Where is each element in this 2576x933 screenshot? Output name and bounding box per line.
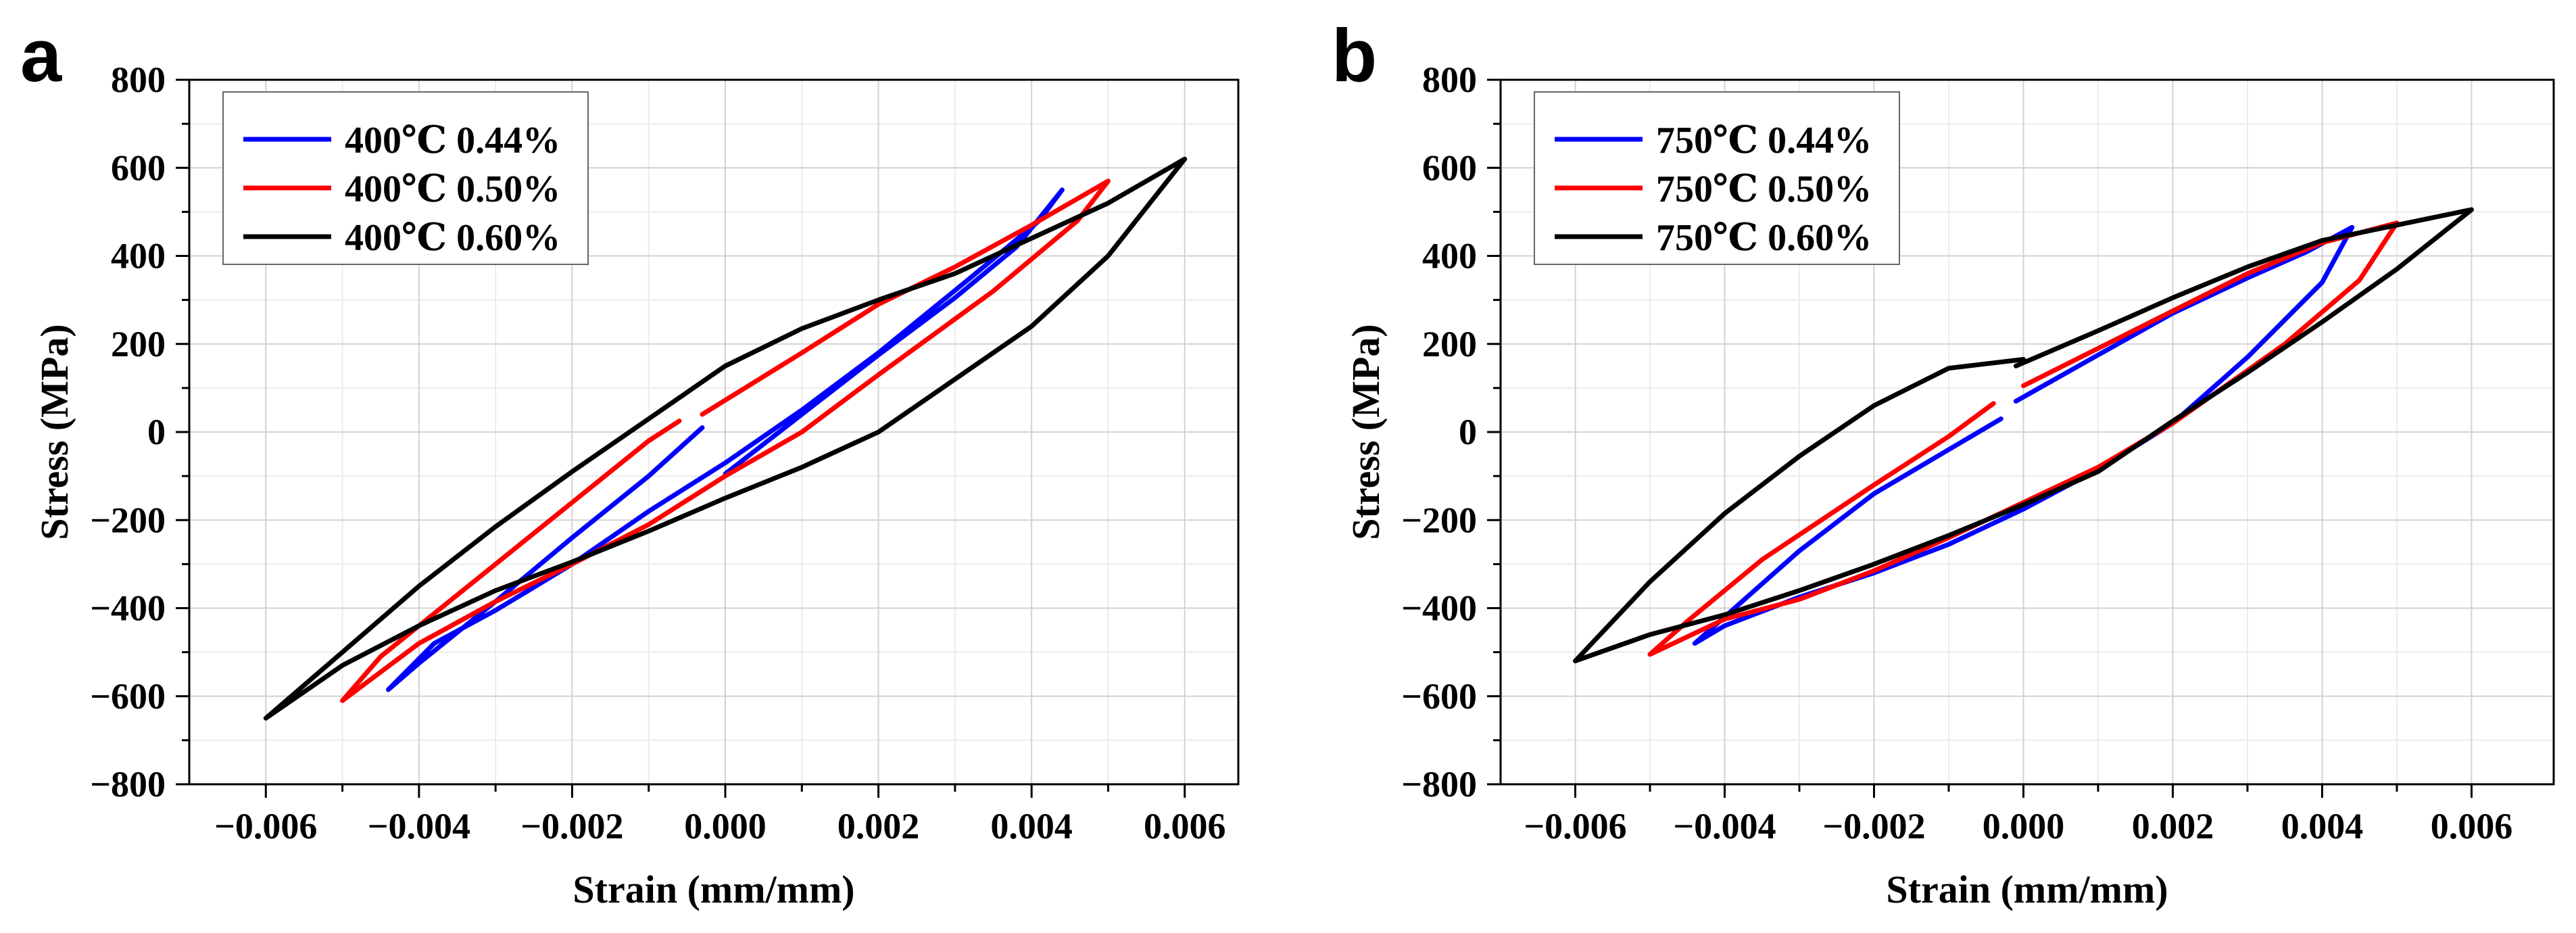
legend: 750℃ 0.44% 750℃ 0.50% 750℃ 0.60% xyxy=(1534,91,1900,265)
legend-label: 400℃ 0.60% xyxy=(345,217,560,259)
x-tick-label: 0.004 xyxy=(2281,806,2364,846)
chart-panel-a: a −800 −600 −400 −200 0 200 400 600 800 −0.006 −0.0… xyxy=(0,0,1284,933)
y-tick-label: −600 xyxy=(1401,676,1477,717)
panel-label: b xyxy=(1332,14,1377,97)
series-line-3 xyxy=(263,156,1188,721)
y-tick-label: −200 xyxy=(90,500,166,540)
y-tick-label: 600 xyxy=(1422,147,1477,188)
x-tick-label: −0.004 xyxy=(1673,806,1776,846)
series-line-1 xyxy=(1692,224,2355,646)
x-tick-label: −0.004 xyxy=(368,806,470,846)
y-tick-label: 600 xyxy=(111,147,166,188)
y-tick-label: 400 xyxy=(111,236,166,277)
x-tick-label: −0.002 xyxy=(1822,806,1925,846)
y-tick-label: 800 xyxy=(1422,59,1477,100)
y-axis: −800 −600 −400 −200 0 200 400 600 800 xyxy=(90,59,189,805)
y-tick-label: 200 xyxy=(111,324,166,364)
x-tick-label: 0.000 xyxy=(684,806,767,846)
x-axis-title: Strain (mm/mm) xyxy=(1886,867,2168,911)
y-axis: −800 −600 −400 −200 0 200 400 600 800 xyxy=(1401,59,1501,805)
y-tick-label: 0 xyxy=(1459,412,1477,452)
y-tick-label: 400 xyxy=(1422,236,1477,277)
chart-panel-b: b −800 −600 −400 −200 0 200 400 600 800 −0.006 −0.0… xyxy=(1311,0,2576,933)
y-axis-title: Stress (MPa) xyxy=(32,324,76,540)
y-tick-label: 0 xyxy=(147,412,166,452)
series-line-2 xyxy=(340,178,1111,703)
x-axis: −0.006 −0.004 −0.002 0.000 0.002 0.004 0.006 xyxy=(214,784,1225,846)
y-tick-label: −800 xyxy=(1401,764,1477,805)
x-tick-label: 0.002 xyxy=(837,806,920,846)
legend-label: 400℃ 0.50% xyxy=(345,168,560,210)
y-tick-label: −600 xyxy=(90,676,166,717)
y-tick-label: −400 xyxy=(90,588,166,629)
x-tick-label: 0.002 xyxy=(2132,806,2214,846)
legend: 400℃ 0.44% 400℃ 0.50% 400℃ 0.60% xyxy=(222,91,589,265)
y-axis-title: Stress (MPa) xyxy=(1344,324,1388,540)
x-axis-title: Strain (mm/mm) xyxy=(573,867,854,911)
series-line-1 xyxy=(386,187,1065,692)
y-tick-label: −800 xyxy=(90,764,166,805)
x-tick-label: 0.006 xyxy=(2431,806,2513,846)
x-tick-label: −0.006 xyxy=(214,806,317,846)
y-tick-label: −400 xyxy=(1401,588,1477,629)
series-line-3 xyxy=(1573,207,2474,664)
legend-label: 400℃ 0.44% xyxy=(345,120,560,162)
y-tick-label: 800 xyxy=(111,59,166,100)
legend-label: 750℃ 0.50% xyxy=(1656,168,1872,210)
x-tick-label: 0.006 xyxy=(1144,806,1226,846)
x-axis: −0.006 −0.004 −0.002 0.000 0.002 0.004 0.006 xyxy=(1524,784,2512,846)
x-tick-label: 0.004 xyxy=(990,806,1073,846)
panel-label: a xyxy=(20,14,62,97)
y-tick-label: −200 xyxy=(1401,500,1477,540)
x-tick-label: −0.006 xyxy=(1524,806,1626,846)
legend-label: 750℃ 0.44% xyxy=(1656,120,1872,162)
x-tick-label: −0.002 xyxy=(520,806,623,846)
legend-label: 750℃ 0.60% xyxy=(1656,217,1872,259)
y-tick-label: 200 xyxy=(1422,324,1477,364)
x-tick-label: 0.000 xyxy=(1983,806,2065,846)
